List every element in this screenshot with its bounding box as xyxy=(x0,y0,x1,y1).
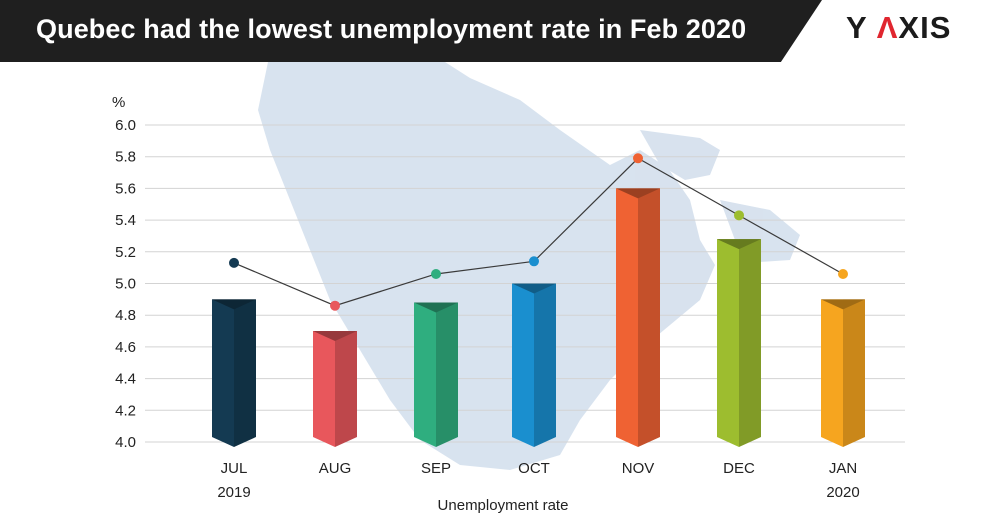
bar-top-notch xyxy=(414,302,458,313)
line-point xyxy=(529,256,539,267)
line-point xyxy=(838,268,848,279)
title-band xyxy=(0,0,822,62)
line-point xyxy=(633,153,643,164)
logo-right: XIS xyxy=(898,10,952,45)
x-tick-label: JAN xyxy=(829,460,857,477)
logo-left: Y xyxy=(846,10,877,45)
line-point xyxy=(229,257,239,268)
bar-face-right xyxy=(843,299,865,447)
bar-face-left xyxy=(313,331,335,447)
x-tick-sublabel: 2019 xyxy=(217,484,250,501)
y-tick-label: 5.6 xyxy=(115,180,136,197)
bars xyxy=(212,188,865,447)
bar xyxy=(313,331,357,447)
y-axis-logo: Y ΛXIS xyxy=(846,10,951,46)
bar-face-right xyxy=(739,239,761,447)
line-point xyxy=(330,300,340,311)
bar-face-left xyxy=(212,299,234,447)
bar xyxy=(414,302,458,447)
unemployment-chart: 4.0 4.2 4.4 4.6 4.8 5.0 5.2 5.4 5.6 5.8 6.0 % JUL 2… xyxy=(112,62,905,514)
y-tick-label: 5.2 xyxy=(115,244,136,261)
y-tick-label: 5.4 xyxy=(115,212,136,229)
bar xyxy=(717,239,761,447)
x-tick-label: OCT xyxy=(518,460,550,477)
y-tick-label: 6.0 xyxy=(115,117,136,134)
bar-face-right xyxy=(234,299,256,447)
y-tick-label: 5.0 xyxy=(115,276,136,293)
bar-face-left xyxy=(414,302,436,447)
y-tick-label: 4.4 xyxy=(115,371,136,388)
line-point xyxy=(431,268,441,279)
x-tick-label: AUG xyxy=(319,460,352,477)
bar xyxy=(512,283,556,447)
bar-top-notch xyxy=(821,299,865,310)
bar-face-right xyxy=(436,302,458,447)
bar-face-right xyxy=(638,188,660,447)
bar-top-notch xyxy=(313,331,357,342)
y-tick-label: 4.2 xyxy=(115,402,136,419)
y-tick-label: 4.6 xyxy=(115,339,136,356)
bar xyxy=(821,299,865,447)
bar-face-right xyxy=(335,331,357,447)
bar-face-left xyxy=(821,299,843,447)
line-point xyxy=(734,210,744,221)
page-title: Quebec had the lowest unemployment rate … xyxy=(36,14,747,44)
y-axis-ticks: 4.0 4.2 4.4 4.6 4.8 5.0 5.2 5.4 5.6 5.8 6.0 xyxy=(115,117,136,451)
bar-face-left xyxy=(512,283,534,447)
y-tick-label: 4.8 xyxy=(115,307,136,324)
bar-face-left xyxy=(717,239,739,447)
x-tick-label: SEP xyxy=(421,460,451,477)
x-tick-sublabel: 2020 xyxy=(826,484,859,501)
y-axis-unit: % xyxy=(112,94,125,111)
bar-face-right xyxy=(534,283,556,447)
bar xyxy=(212,299,256,447)
y-tick-label: 5.8 xyxy=(115,149,136,166)
x-tick-label: DEC xyxy=(723,460,755,477)
x-axis-title: Unemployment rate xyxy=(438,497,569,514)
bar-top-notch xyxy=(212,299,256,310)
bar-top-notch xyxy=(616,188,660,199)
bar-top-notch xyxy=(717,239,761,250)
x-tick-label: JUL xyxy=(221,460,248,477)
header-bar: Quebec had the lowest unemployment rate … xyxy=(0,0,1000,62)
bar xyxy=(616,188,660,447)
bar-face-left xyxy=(616,188,638,447)
trend-line xyxy=(229,153,848,311)
x-axis-labels: JUL 2019 AUG SEP OCT NOV DEC JAN 2020 xyxy=(217,460,859,501)
x-tick-label: NOV xyxy=(622,460,655,477)
y-tick-label: 4.0 xyxy=(115,434,136,451)
logo-accent: Λ xyxy=(876,10,899,45)
bar-top-notch xyxy=(512,283,556,294)
